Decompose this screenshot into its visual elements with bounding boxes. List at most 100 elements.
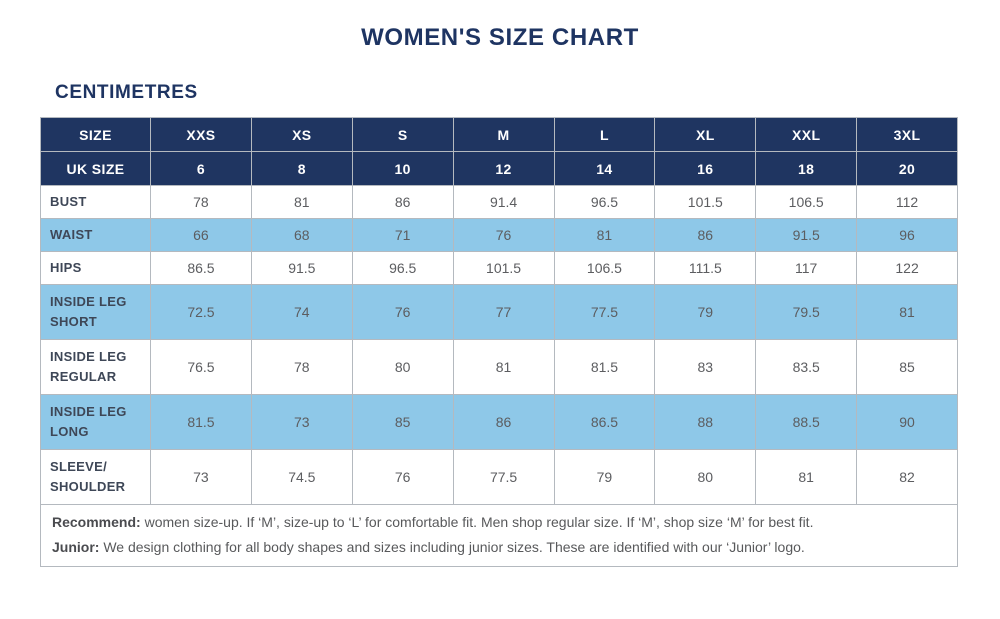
value-cell: 88 bbox=[654, 394, 757, 450]
junior-note-label: Junior: bbox=[52, 539, 100, 556]
value-cell: 82 bbox=[856, 449, 958, 505]
value-cell: 66 bbox=[150, 218, 252, 252]
value-cell: 77.5 bbox=[452, 449, 555, 505]
value-cell: 96 bbox=[856, 218, 958, 252]
header-cell: XS bbox=[250, 117, 353, 152]
value-cell: 91.5 bbox=[755, 218, 858, 252]
value-cell: 86 bbox=[654, 218, 757, 252]
value-cell: 96.5 bbox=[351, 251, 454, 285]
header-cell: 16 bbox=[654, 151, 757, 186]
size-table: SIZE XXS XS S M L XL XXL 3XL UK SIZE 6 8 10 12 14 16 18 2… bbox=[40, 117, 958, 505]
value-cell: 111.5 bbox=[654, 251, 757, 285]
row-label: HIPS bbox=[40, 251, 151, 285]
header-cell: XXS bbox=[150, 117, 252, 152]
row-label: BUST bbox=[40, 185, 151, 219]
value-cell: 91.4 bbox=[452, 185, 555, 219]
header-cell: 10 bbox=[351, 151, 454, 186]
value-cell: 81 bbox=[553, 218, 656, 252]
value-cell: 78 bbox=[150, 185, 252, 219]
value-cell: 77.5 bbox=[553, 284, 656, 340]
value-cell: 80 bbox=[654, 449, 757, 505]
table-row: INSIDE LEG SHORT 72.5 74 76 77 77.5 79 79.5 81 bbox=[40, 284, 958, 340]
junior-note-text: We design clothing for all body shapes a… bbox=[99, 539, 805, 556]
row-label: WAIST bbox=[40, 218, 151, 252]
value-cell: 91.5 bbox=[250, 251, 353, 285]
header-cell: S bbox=[351, 117, 454, 152]
value-cell: 85 bbox=[856, 339, 958, 395]
header-cell: XXL bbox=[755, 117, 858, 152]
value-cell: 74.5 bbox=[250, 449, 353, 505]
header-cell: XL bbox=[654, 117, 757, 152]
value-cell: 79 bbox=[654, 284, 757, 340]
row-label: SLEEVE/ SHOULDER bbox=[40, 449, 151, 505]
table-row: INSIDE LEG REGULAR 76.5 78 80 81 81.5 83 83.5 85 bbox=[40, 339, 958, 395]
value-cell: 79.5 bbox=[755, 284, 858, 340]
value-cell: 76 bbox=[351, 284, 454, 340]
row-label: INSIDE LEG REGULAR bbox=[40, 339, 151, 395]
recommend-note-text: women size-up. If ‘M’, size-up to ‘L’ fo… bbox=[140, 514, 814, 530]
header-cell: M bbox=[452, 117, 555, 152]
units-heading: CENTIMETRES bbox=[55, 82, 198, 103]
value-cell: 76 bbox=[351, 449, 454, 505]
header-cell: 6 bbox=[150, 151, 252, 186]
value-cell: 81.5 bbox=[150, 394, 252, 450]
junior-note: Junior: We design clothing for all body … bbox=[52, 535, 946, 560]
recommend-note: Recommend: women size-up. If ‘M’, size-u… bbox=[52, 510, 946, 535]
value-cell: 73 bbox=[150, 449, 252, 505]
header-cell: 8 bbox=[250, 151, 353, 186]
value-cell: 96.5 bbox=[553, 185, 656, 219]
header-row-label: UK SIZE bbox=[40, 151, 151, 186]
value-cell: 81 bbox=[452, 339, 555, 395]
header-cell: L bbox=[553, 117, 656, 152]
table-row: SLEEVE/ SHOULDER 73 74.5 76 77.5 79 80 81 82 bbox=[40, 449, 958, 505]
notes-box: Recommend: women size-up. If ‘M’, size-u… bbox=[40, 504, 958, 567]
value-cell: 83 bbox=[654, 339, 757, 395]
value-cell: 68 bbox=[250, 218, 353, 252]
row-label: INSIDE LEG LONG bbox=[40, 394, 151, 450]
header-cell: 12 bbox=[452, 151, 555, 186]
header-row: SIZE XXS XS S M L XL XXL 3XL bbox=[40, 117, 958, 152]
header-cell: 14 bbox=[553, 151, 656, 186]
value-cell: 85 bbox=[351, 394, 454, 450]
value-cell: 86 bbox=[351, 185, 454, 219]
value-cell: 81 bbox=[250, 185, 353, 219]
value-cell: 81 bbox=[755, 449, 858, 505]
page-title: WOMEN'S SIZE CHART bbox=[361, 24, 639, 51]
size-table-head: SIZE XXS XS S M L XL XXL 3XL UK SIZE 6 8 10 12 14 16 18 2… bbox=[40, 117, 958, 186]
value-cell: 112 bbox=[856, 185, 958, 219]
value-cell: 77 bbox=[452, 284, 555, 340]
value-cell: 73 bbox=[250, 394, 353, 450]
value-cell: 106.5 bbox=[553, 251, 656, 285]
value-cell: 76.5 bbox=[150, 339, 252, 395]
header-row: UK SIZE 6 8 10 12 14 16 18 20 bbox=[40, 151, 958, 186]
value-cell: 83.5 bbox=[755, 339, 858, 395]
value-cell: 72.5 bbox=[150, 284, 252, 340]
value-cell: 79 bbox=[553, 449, 656, 505]
table-row: BUST 78 81 86 91.4 96.5 101.5 106.5 112 bbox=[40, 185, 958, 219]
recommend-note-label: Recommend: bbox=[52, 514, 141, 530]
value-cell: 74 bbox=[250, 284, 353, 340]
value-cell: 86.5 bbox=[553, 394, 656, 450]
value-cell: 80 bbox=[351, 339, 454, 395]
value-cell: 117 bbox=[755, 251, 858, 285]
value-cell: 81 bbox=[856, 284, 958, 340]
value-cell: 86.5 bbox=[150, 251, 252, 285]
value-cell: 76 bbox=[452, 218, 555, 252]
value-cell: 122 bbox=[856, 251, 958, 285]
size-table-body: BUST 78 81 86 91.4 96.5 101.5 106.5 112 WAIST 66 68… bbox=[40, 185, 958, 505]
table-row: WAIST 66 68 71 76 81 86 91.5 96 bbox=[40, 218, 958, 252]
header-cell: 18 bbox=[755, 151, 858, 186]
value-cell: 90 bbox=[856, 394, 958, 450]
row-label: INSIDE LEG SHORT bbox=[40, 284, 151, 340]
value-cell: 81.5 bbox=[553, 339, 656, 395]
header-cell: 3XL bbox=[856, 117, 958, 152]
value-cell: 88.5 bbox=[755, 394, 858, 450]
value-cell: 71 bbox=[351, 218, 454, 252]
header-row-label: SIZE bbox=[40, 117, 151, 152]
value-cell: 86 bbox=[452, 394, 555, 450]
value-cell: 78 bbox=[250, 339, 353, 395]
value-cell: 101.5 bbox=[654, 185, 757, 219]
table-row: INSIDE LEG LONG 81.5 73 85 86 86.5 88 88.5 90 bbox=[40, 394, 958, 450]
header-cell: 20 bbox=[856, 151, 958, 186]
